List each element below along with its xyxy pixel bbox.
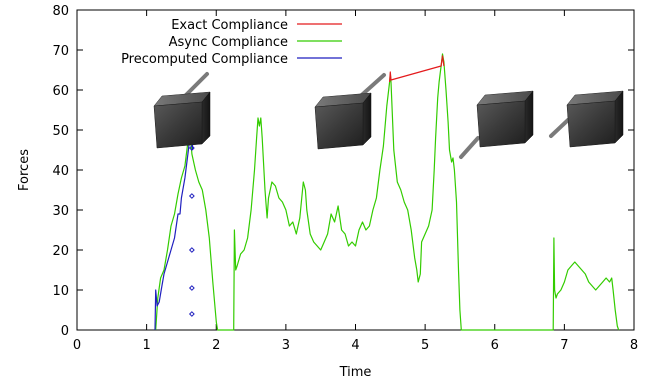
y-tick-label: 60 [52,84,69,99]
pointer-rod [549,118,570,138]
cube-front-face [314,102,364,150]
legend-label-async-compliance: Async Compliance [169,35,288,50]
cube-front-face [153,101,203,149]
y-tick-label: 40 [52,164,69,179]
deformed-cube-2 [314,73,386,150]
precomputed-compliance-marker [188,193,195,199]
x-tick-label: 3 [282,338,290,353]
precomputed-compliance-marker [188,311,195,317]
x-tick-label: 0 [73,338,81,353]
cube-front-face [566,100,616,148]
y-tick-label: 80 [52,4,69,19]
annotation-images [153,72,624,159]
y-axis-title: Forces [17,149,32,191]
async-compliance-line [155,53,620,331]
deformed-cube-4 [549,90,624,148]
precomputed-compliance-marker [188,145,195,151]
legend-label-precomputed-compliance: Precomputed Compliance [121,52,288,67]
pointer-rod [459,136,480,159]
x-tick-label: 4 [351,338,359,353]
x-tick-label: 5 [421,338,429,353]
x-tick-label: 7 [560,338,568,353]
precomputed-compliance-marker [188,247,195,253]
legend: Exact Compliance Async Compliance Precompu… [121,18,342,67]
deformed-cube-3 [459,90,534,159]
x-tick-label: 2 [212,338,220,353]
axis-labels: Time Forces [17,149,371,380]
precomputed-compliance-marker [188,285,195,291]
series-layer [154,53,620,331]
deformed-cube-1 [153,72,211,149]
legend-label-exact-compliance: Exact Compliance [171,18,288,33]
x-tick-label: 8 [630,338,638,353]
x-tick-label: 6 [491,338,499,353]
y-tick-label: 50 [52,124,69,139]
y-tick-label: 70 [52,44,69,59]
x-axis-title: Time [339,365,372,380]
y-tick-label: 0 [61,324,69,339]
exact-compliance-line [389,55,445,83]
y-tick-label: 30 [52,204,69,219]
y-tick-label: 10 [52,284,69,299]
cube-front-face [476,100,526,148]
x-tick-label: 1 [142,338,150,353]
y-tick-label: 20 [52,244,69,259]
